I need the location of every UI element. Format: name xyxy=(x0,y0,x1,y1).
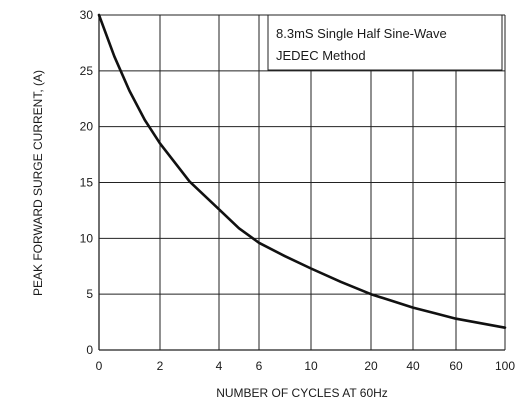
y-tick-label: 10 xyxy=(80,231,94,245)
x-tick-labels: 0 2 4 6 10 20 40 60 100 xyxy=(96,359,516,373)
y-tick-labels: 0 5 10 15 20 25 30 xyxy=(80,8,94,357)
x-tick-label: 4 xyxy=(216,359,223,373)
x-axis-label: NUMBER OF CYCLES AT 60Hz xyxy=(216,386,388,400)
x-tick-label: 100 xyxy=(495,359,515,373)
y-tick-label: 30 xyxy=(80,8,94,22)
y-axis-label: PEAK FORWARD SURGE CURRENT, (A) xyxy=(31,70,45,296)
curve-layer xyxy=(97,13,507,329)
y-tick-label: 15 xyxy=(80,176,94,190)
x-tick-label: 10 xyxy=(304,359,318,373)
x-tick-label: 60 xyxy=(449,359,463,373)
x-tick-label: 0 xyxy=(96,359,103,373)
x-tick-label: 40 xyxy=(406,359,420,373)
y-tick-label: 0 xyxy=(86,343,93,357)
y-tick-label: 20 xyxy=(80,120,94,134)
y-tick-label: 5 xyxy=(86,287,93,301)
x-tick-label: 20 xyxy=(364,359,378,373)
x-tick-label: 6 xyxy=(256,359,263,373)
surge-current-curve xyxy=(97,13,507,329)
grid-lines xyxy=(98,14,506,351)
x-tick-label: 2 xyxy=(157,359,164,373)
annotation-line-1: 8.3mS Single Half Sine-Wave xyxy=(276,26,447,41)
annotation-line-2: JEDEC Method xyxy=(276,48,366,63)
annotation-box xyxy=(267,14,503,71)
y-tick-label: 25 xyxy=(80,64,94,78)
